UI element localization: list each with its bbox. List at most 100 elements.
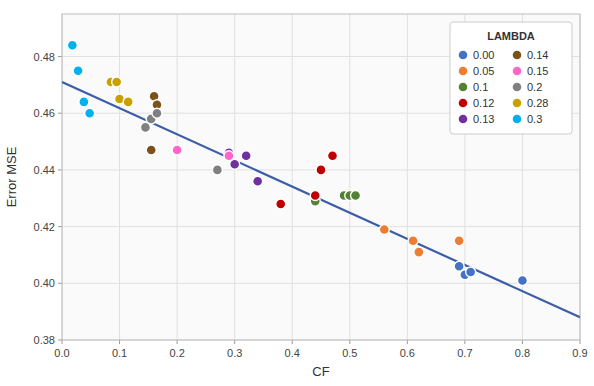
legend-swatch [512,82,522,92]
grid [62,14,580,340]
x-tick [292,340,293,344]
scatter-point [67,40,77,50]
scatter-series [146,91,162,155]
legend-label: 0.13 [473,113,494,125]
x-tick [177,340,178,344]
x-tick-label: 0.8 [515,347,530,359]
y-tick-label: 0.44 [34,164,55,176]
scatter-point [414,247,424,257]
y-tick-label: 0.40 [34,277,55,289]
x-tick [407,340,408,344]
plot-background [62,14,580,340]
legend-label: 0.00 [473,49,494,61]
scatter-series [67,40,94,118]
scatter-series [310,190,360,206]
scatter-point [454,236,464,246]
legend-swatch [458,50,468,60]
scatter-point [112,77,122,87]
y-tick-label: 0.42 [34,221,55,233]
x-tick-label: 0.5 [342,347,357,359]
y-tick [58,169,62,170]
scatter-point [466,267,476,277]
x-tick-label: 0.9 [572,347,587,359]
y-tick-label: 0.38 [34,334,55,346]
x-tick [580,340,581,344]
scatter-point [224,151,234,161]
plot-frame [62,14,580,340]
y-tick [58,283,62,284]
legend-label: 0.3 [527,113,542,125]
scatter-point [328,151,338,161]
x-tick [522,340,523,344]
scatter-point [79,97,89,107]
legend-label: 0.14 [527,49,548,61]
scatter-point [85,108,95,118]
x-grid-line [177,14,178,340]
scatter-point [146,145,156,155]
legend-swatch [458,98,468,108]
x-grid-line [407,14,408,340]
scatter-series [379,224,464,257]
y-tick [58,340,62,341]
legend-label: 0.15 [527,65,548,77]
scatter-point [517,275,527,285]
legend-label: 0.05 [473,65,494,77]
x-tick [464,340,465,344]
scatter-point [253,176,263,186]
y-grid-line [62,226,580,227]
legend-swatch [512,50,522,60]
x-tick [234,340,235,344]
legend-swatch [458,66,468,76]
legend-label: 0.28 [527,97,548,109]
legend-swatch [458,82,468,92]
scatter-point [379,224,389,234]
legend-box [450,22,572,134]
scatter-series [454,261,527,285]
y-tick-label: 0.48 [34,51,55,63]
legend-swatch [512,114,522,124]
scatter-point [152,108,162,118]
scatter-point [212,165,222,175]
legend-label: 0.12 [473,97,494,109]
y-tick [58,226,62,227]
scatter-point [310,190,320,200]
scatter-point [316,165,326,175]
axes: 0.0 0.1 0.2 0.3 0.4 0.5 0.6 0.7 0.8 0.9 0.38 0.40 0.… [4,14,588,379]
x-grid-line [119,14,120,340]
x-tick [119,340,120,344]
x-tick [349,340,350,344]
y-tick [58,56,62,57]
legend-title: LAMBDA [487,30,535,42]
legend-label: 0.2 [527,81,542,93]
scatter-series [172,145,234,161]
scatter-point [408,236,418,246]
x-tick-label: 0.6 [400,347,415,359]
scatter-series [140,108,222,175]
chart-svg: 0.0 0.1 0.2 0.3 0.4 0.5 0.6 0.7 0.8 0.9 0.38 0.40 0.… [0,0,594,386]
x-grid-line [292,14,293,340]
x-tick-label: 0.1 [112,347,127,359]
scatter-series [224,148,263,186]
x-tick-label: 0.0 [54,347,69,359]
legend-swatch [458,114,468,124]
scatter-point [351,190,361,200]
x-grid-line [349,14,350,340]
x-tick [62,340,63,344]
scatter-point [241,151,251,161]
scatter-series [106,77,133,107]
scatter-point [276,199,286,209]
chart-container: 0.0 0.1 0.2 0.3 0.4 0.5 0.6 0.7 0.8 0.9 0.38 0.40 0.… [0,0,594,386]
legend: LAMBDA 0.00 0.05 0.1 0.12 0.13 0.14 0.15 0.2 0.28… [450,22,572,134]
x-tick-label: 0.7 [457,347,472,359]
y-axis-label: Error MSE [4,146,19,207]
scatter-point [123,97,133,107]
y-tick-label: 0.46 [34,107,55,119]
x-tick-label: 0.4 [285,347,300,359]
scatter-point [73,66,83,76]
legend-label: 0.1 [473,81,488,93]
scatter-point [172,145,182,155]
y-tick [58,113,62,114]
legend-swatch [512,98,522,108]
x-axis-label: CF [312,364,329,379]
x-tick-label: 0.2 [169,347,184,359]
